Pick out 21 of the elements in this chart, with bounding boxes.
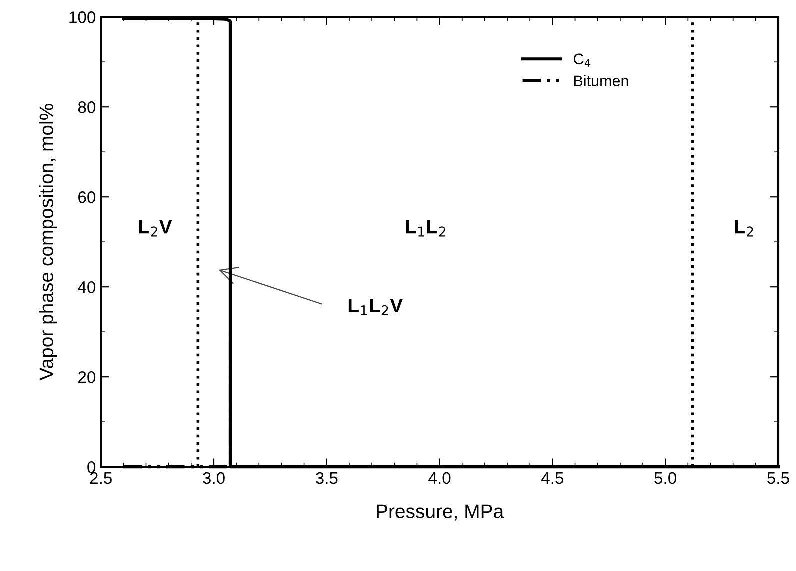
x-tick-label: 4.5: [541, 472, 564, 484]
x-tick-label: 2.5: [90, 472, 112, 484]
y-tick-label: 0: [88, 461, 96, 474]
annotation: L$_{1}$L$_{2}$V: [348, 298, 403, 316]
x-tick-label: 5.5: [768, 472, 790, 484]
y-tick-label: 60: [78, 192, 96, 204]
y-tick-label: 40: [78, 282, 96, 294]
x-tick-label: 4.0: [428, 472, 451, 484]
legend-label: Bitumen: [574, 75, 628, 86]
x-tick-label: 3.5: [316, 472, 338, 484]
x-tick-label: 5.0: [654, 472, 677, 484]
x-tick-label: 3.0: [203, 472, 225, 484]
y-tick-label: 20: [78, 371, 96, 384]
annotation: L$_{2}$V: [139, 220, 172, 237]
y-tick-label: 80: [78, 102, 96, 114]
legend-label: C$_{4}$: [574, 54, 591, 67]
annotation: L$_{2}$: [735, 220, 754, 237]
x-axis-title: Pressure, MPa: [377, 504, 504, 521]
y-axis-title: Vapor phase composition, mol%: [39, 104, 58, 381]
y-tick-label: 100: [70, 12, 96, 24]
annotation: L$_{1}$L$_{2}$: [406, 220, 446, 237]
